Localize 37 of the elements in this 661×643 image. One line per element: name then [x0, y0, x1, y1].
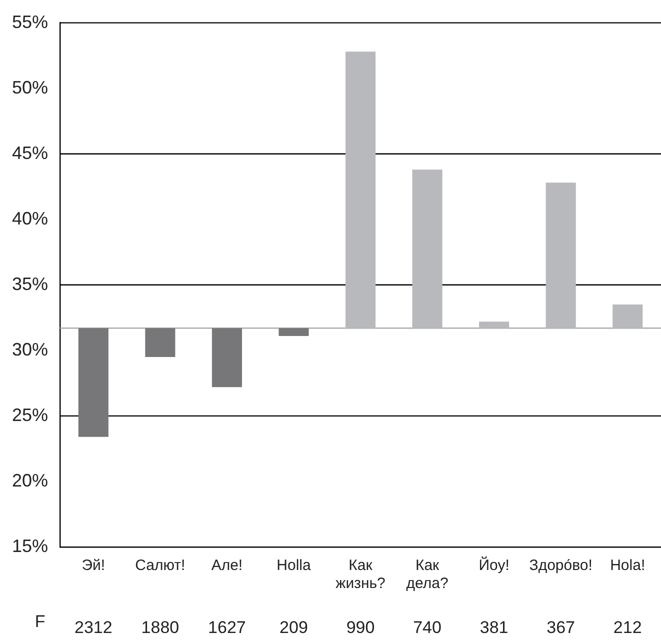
text: 2312	[74, 618, 112, 637]
text: 381	[480, 618, 508, 637]
y-tick-label: 55%	[12, 12, 48, 32]
y-tick-label: 30%	[12, 339, 48, 360]
text: 212	[613, 618, 642, 637]
bar	[546, 182, 576, 328]
bar	[278, 328, 309, 336]
y-tick-label: 20%	[12, 470, 48, 490]
text: 1627	[208, 618, 246, 637]
text: F	[34, 612, 46, 631]
text: 209	[280, 618, 308, 637]
y-tick-label: 15%	[12, 536, 48, 556]
bar	[479, 322, 510, 328]
bar	[345, 52, 376, 328]
x-tick-label: Здоро́во!	[529, 557, 592, 574]
bar	[612, 304, 643, 328]
x-tick-label: Как жизнь?	[336, 557, 386, 592]
x-tick-label: Holla	[276, 557, 312, 574]
x-tick-label: Эй!	[82, 557, 106, 574]
x-tick-label: Йоу!	[478, 556, 510, 574]
x-tick-label: Салют!	[135, 557, 186, 574]
x-tick-label: Але!	[211, 557, 243, 574]
text: 990	[346, 618, 375, 637]
text: 367	[546, 618, 576, 637]
y-tick-label: 40%	[12, 208, 48, 228]
text: 1880	[141, 618, 180, 637]
y-tick-label: 25%	[12, 404, 48, 425]
x-tick-label: Как дела?	[406, 557, 448, 592]
bar	[78, 328, 108, 437]
text: 740	[413, 618, 442, 637]
bar	[145, 328, 176, 357]
bar	[212, 328, 242, 388]
x-tick-label: Hola!	[610, 557, 646, 574]
y-tick-label: 35%	[12, 274, 48, 294]
y-tick-label: 45%	[12, 142, 48, 163]
bar	[412, 170, 442, 328]
y-tick-label: 50%	[12, 77, 48, 98]
